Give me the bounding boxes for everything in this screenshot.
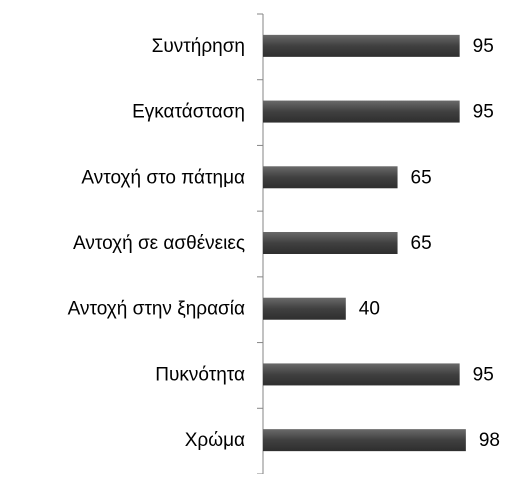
data-label: 95 [473, 364, 494, 385]
y-tick-label: Αντοχή σε ασθένειες [73, 233, 245, 254]
bar [263, 100, 460, 123]
data-label: 65 [411, 233, 432, 254]
bar [263, 232, 398, 254]
bar [263, 363, 460, 386]
y-tick-label: Αντοχή στην ξηρασία [68, 299, 245, 320]
y-tick-label: Πυκνότητα [155, 364, 245, 385]
y-tick-label: Χρώμα [185, 430, 245, 451]
data-label: 40 [359, 299, 380, 320]
bar [263, 297, 346, 320]
data-label: 95 [473, 36, 494, 57]
bar [263, 429, 466, 452]
bar [263, 166, 398, 189]
bar [263, 34, 460, 57]
data-label: 98 [479, 430, 500, 451]
data-label: 65 [411, 167, 432, 188]
y-tick-label: Εγκατάσταση [132, 102, 245, 123]
y-tick-label: Συντήρηση [152, 36, 245, 57]
y-tick-label: Αντοχή στο πάτημα [81, 167, 245, 188]
data-label: 95 [473, 102, 494, 123]
